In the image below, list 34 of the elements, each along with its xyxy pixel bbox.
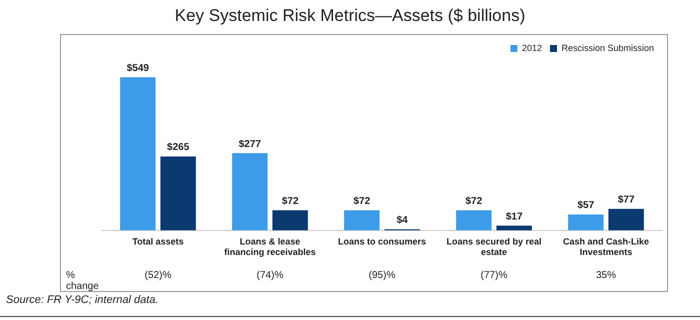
text: (77)% [480,270,508,281]
bar [344,210,380,230]
chart-title: Key Systemic Risk Metrics—Assets ($ billions) [174,6,526,26]
data-label: $277 [238,138,262,150]
legend-label: Rescission Submission [561,42,654,53]
bar [120,77,156,230]
data-label: $265 [167,142,190,154]
text: (52)% [144,270,172,281]
text: % change [66,270,100,292]
bar [608,208,644,230]
text: 35% [594,270,617,281]
data-label: $57 [577,200,595,212]
data-label: $77 [618,194,635,206]
data-label: $4 [396,215,408,226]
x-tick-label: Loans to consumers [338,236,426,246]
x-tick-label: Loans & lease financing receivables [224,236,316,258]
data-label: $72 [282,196,299,208]
source-note: Source: FR Y-9C; internal data. [6,294,158,306]
text: (74)% [256,270,284,281]
bar [456,210,492,230]
bar [232,153,268,230]
data-label: $17 [506,211,523,222]
legend-label: 2012 [522,42,542,53]
bar [568,214,604,230]
data-label: $549 [126,62,150,74]
data-label: $72 [465,196,483,208]
data-label: $72 [353,196,371,208]
x-tick-label: Cash and Cash-Like Investments [562,236,650,258]
text: (95)% [368,270,396,281]
bar [272,210,308,230]
x-tick-label: Loans secured by real estate [446,236,542,258]
bar [160,156,196,230]
bar [496,226,532,230]
x-tick-label: Total assets [132,236,184,246]
